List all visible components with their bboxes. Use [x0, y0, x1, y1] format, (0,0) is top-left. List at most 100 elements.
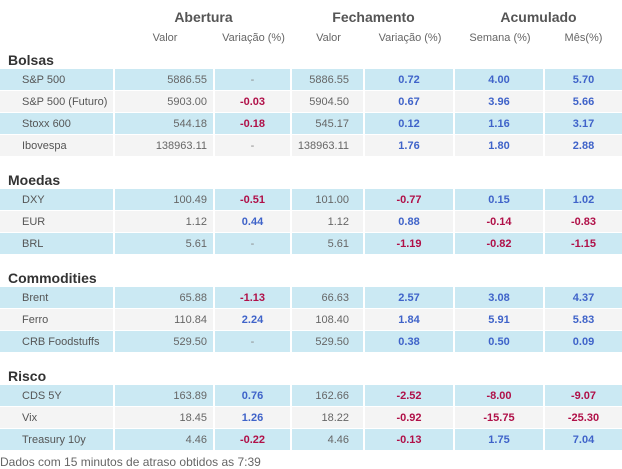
value-cell: 1.02 [572, 193, 595, 206]
table-body: Bolsas S&P 500 5886.55-5886.55 0.72 4.00 5.70… [0, 48, 622, 451]
value-cell: 162.66 [292, 385, 365, 406]
value-cell: 544.18 [115, 113, 215, 134]
value-cell: 163.89 [115, 385, 215, 406]
row-label: Vix [0, 407, 115, 428]
value-cell: 1.80 [455, 135, 545, 156]
table-row: BRL 5.61-5.61 -1.19 -0.82 -1.15 [0, 233, 622, 255]
section-title: Risco [8, 368, 47, 384]
value-cell: 1.76 [365, 135, 455, 156]
value-cell: -1.19 [365, 233, 455, 254]
value-cell: 529.50 [115, 331, 215, 352]
value-cell: 5.61 [115, 233, 215, 254]
table-row: DXY 100.49 -0.51 101.00 -0.77 0.15 1.02 [0, 189, 622, 211]
column-header: Mês(%) [564, 32, 603, 44]
value-cell: 5886.55 [292, 69, 365, 90]
value-cell: 5.66 [572, 95, 595, 108]
value-cell: 4.46 [115, 429, 215, 450]
table-row: Vix 18.45 1.26 18.22 -0.92 -15.75 -25.30 [0, 407, 622, 429]
value-cell: 1.12 [115, 211, 215, 232]
table-row: Ferro 110.84 2.24 108.40 1.84 5.91 5.83 [0, 309, 622, 331]
value-cell: 529.50 [292, 331, 365, 352]
value-cell: -0.82 [455, 233, 545, 254]
value-cell: 3.96 [455, 91, 545, 112]
value-cell: 5.61 [292, 233, 365, 254]
value-cell: 101.00 [292, 189, 365, 210]
value-cell: 0.88 [365, 211, 455, 232]
value-cell: -25.30 [567, 411, 600, 424]
row-label: Stoxx 600 [0, 113, 115, 134]
value-cell: 18.22 [292, 407, 365, 428]
table-row: S&P 500 (Futuro) 5903.00 -0.03 5904.50 0.67 3… [0, 91, 622, 113]
value-cell: 5.70 [572, 73, 595, 86]
value-cell: 3.08 [455, 287, 545, 308]
value-cell: -0.13 [365, 429, 455, 450]
value-cell: 65.88 [115, 287, 215, 308]
value-cell: 5904.50 [292, 91, 365, 112]
row-label: Ferro [0, 309, 115, 330]
value-cell: -0.03 [215, 91, 292, 112]
value-cell: 5.91 [455, 309, 545, 330]
section: Moedas DXY 100.49 -0.51 101.00 -0.77 0.15 1.02 E… [0, 157, 622, 255]
row-label: Treasury 10y [0, 429, 115, 450]
value-cell: 0.67 [365, 91, 455, 112]
value-cell: 2.88 [572, 139, 595, 152]
value-cell: 545.17 [292, 113, 365, 134]
row-label: EUR [0, 211, 115, 232]
value-cell: -0.83 [570, 215, 597, 228]
row-label: DXY [0, 189, 115, 210]
column-header: Variação (%) [378, 32, 442, 44]
value-cell: -9.07 [570, 389, 597, 402]
value-cell: -0.14 [455, 211, 545, 232]
value-cell: -1.13 [215, 287, 292, 308]
column-header: Valor [316, 32, 341, 44]
section-title: Bolsas [8, 52, 54, 68]
table-row: Ibovespa 138963.11-138963.11 1.76 1.80 2.88 [0, 135, 622, 157]
value-cell: 1.26 [215, 407, 292, 428]
value-cell: -1.15 [570, 237, 597, 250]
value-cell: - [215, 69, 292, 90]
value-cell: 0.09 [572, 335, 595, 348]
value-cell: 3.17 [572, 117, 595, 130]
value-cell: - [215, 135, 292, 156]
value-cell: 4.00 [455, 69, 545, 90]
section: Bolsas S&P 500 5886.55-5886.55 0.72 4.00 5.70… [0, 48, 622, 157]
value-cell: 5.83 [572, 313, 595, 326]
value-cell: 5903.00 [115, 91, 215, 112]
row-label: CRB Foodstuffs [0, 331, 115, 352]
footer-note: Dados com 15 minutos de atraso obtidos a… [0, 455, 261, 469]
value-cell: 66.63 [292, 287, 365, 308]
value-cell: 5886.55 [115, 69, 215, 90]
value-cell: 138963.11 [292, 135, 365, 156]
value-cell: 1.16 [455, 113, 545, 134]
value-cell: -0.51 [215, 189, 292, 210]
value-cell: 2.57 [365, 287, 455, 308]
value-cell: 1.84 [365, 309, 455, 330]
value-cell: 4.46 [292, 429, 365, 450]
table-row: CDS 5Y 163.89 0.76 162.66 -2.52 -8.00 -9.07 [0, 385, 622, 407]
value-cell: 18.45 [115, 407, 215, 428]
table-row: S&P 500 5886.55-5886.55 0.72 4.00 5.70 [0, 69, 622, 91]
value-cell: 4.37 [572, 291, 595, 304]
row-label: CDS 5Y [0, 385, 115, 406]
column-group: Abertura [174, 9, 233, 25]
section-title: Commodities [8, 270, 97, 286]
value-cell: -0.92 [365, 407, 455, 428]
column-group: Fechamento [332, 9, 415, 25]
value-cell: -2.52 [365, 385, 455, 406]
value-cell: 7.04 [572, 433, 595, 446]
row-label: S&P 500 [0, 69, 115, 90]
section-title: Moedas [8, 172, 61, 188]
column-header: Valor [152, 32, 178, 44]
value-cell: 0.50 [455, 331, 545, 352]
row-label: S&P 500 (Futuro) [0, 91, 115, 112]
value-cell: 0.44 [215, 211, 292, 232]
value-cell: 110.84 [115, 309, 215, 330]
section: Commodities Brent 65.88 -1.13 66.63 2.57 3.08 4… [0, 255, 622, 353]
table-row: EUR 1.12 0.44 1.12 0.88 -0.14 -0.83 [0, 211, 622, 233]
row-label: BRL [0, 233, 115, 254]
value-cell: 138963.11 [115, 135, 215, 156]
table-row: Brent 65.88 -1.13 66.63 2.57 3.08 4.37 [0, 287, 622, 309]
column-group: Acumulado [500, 9, 577, 25]
table-row: CRB Foodstuffs 529.50-529.50 0.38 0.50 0.09 [0, 331, 622, 353]
